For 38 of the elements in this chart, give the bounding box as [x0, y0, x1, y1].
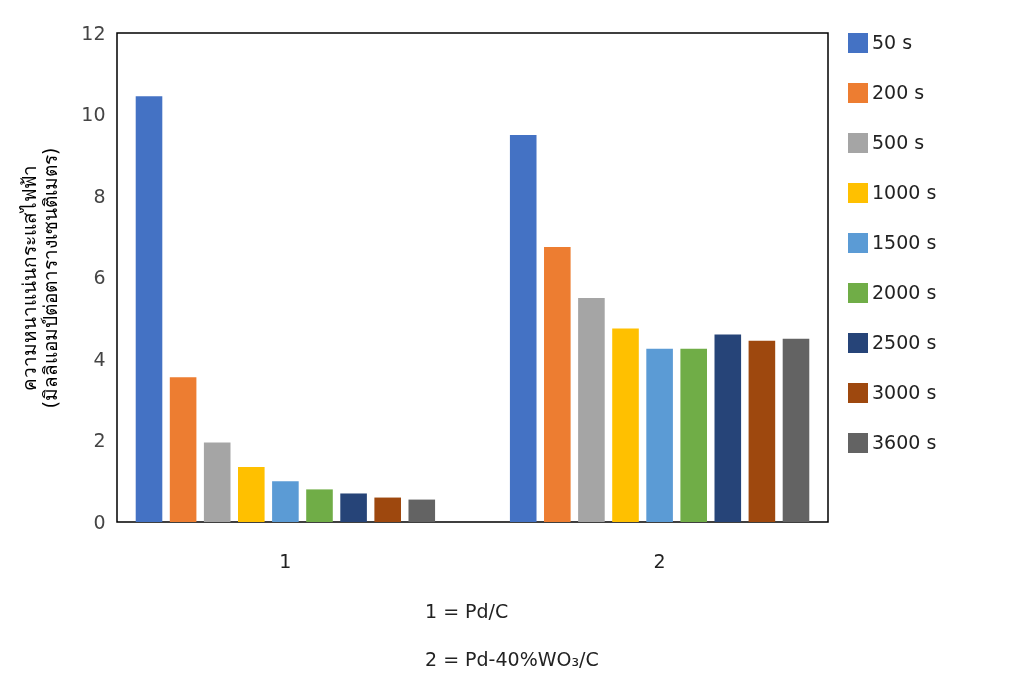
y-tick-label: 0 [93, 510, 106, 533]
legend-label: 200 s [872, 81, 925, 103]
y-tick-label: 12 [81, 21, 106, 44]
bar [578, 297, 605, 522]
y-tick-label: 2 [93, 429, 106, 451]
bar [748, 340, 776, 522]
bar [544, 246, 571, 522]
text: 2 = Pd-40%WO₃/C [425, 648, 599, 670]
bar [306, 489, 333, 522]
legend-label: 3000 s [872, 381, 937, 403]
bar [612, 328, 639, 522]
bar [646, 348, 673, 522]
x-tick-label: 1 [279, 549, 292, 572]
bar [340, 493, 367, 522]
bar [782, 338, 810, 522]
y-tick-label: 6 [93, 266, 106, 288]
y-tick-label: 10 [81, 103, 106, 125]
legend-label: 1500 s [872, 231, 937, 253]
bar [238, 466, 265, 522]
bar [169, 377, 197, 522]
y-axis-title: ความหนาแน่นกระแสไฟฟ้า (มิลลิแอมป์ต่อตารางเซนติเมตร) [18, 147, 62, 409]
y-tick-label: 4 [93, 347, 106, 370]
bar [714, 334, 742, 522]
legend-label: 500 s [872, 131, 925, 153]
text: 1 = Pd/C [425, 600, 510, 622]
bar [135, 96, 163, 522]
bar [272, 481, 299, 522]
y-tick-label: 8 [93, 184, 106, 207]
bar [203, 442, 231, 522]
bar [374, 497, 401, 522]
legend-label: 3600 s [872, 431, 937, 453]
legend-label: 2000 s [872, 281, 937, 303]
bar [408, 499, 436, 522]
bar [680, 348, 707, 522]
legend-label: 1000 s [872, 181, 937, 203]
legend-label: 2500 s [872, 331, 937, 353]
legend-label: 50 s [872, 31, 913, 53]
bar [509, 134, 537, 522]
